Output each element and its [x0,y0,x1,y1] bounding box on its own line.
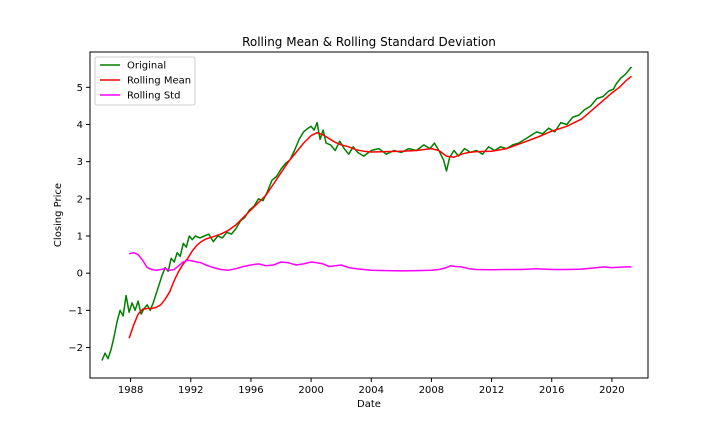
y-tick-label: 4 [77,120,83,131]
x-tick-label: 1996 [238,385,263,396]
y-axis-label: Closing Price [53,183,64,247]
x-tick-label: 1992 [178,385,203,396]
y-tick-label: 1 [77,232,83,243]
y-tick-label: −1 [68,306,83,317]
x-tick-label: 1988 [118,385,143,396]
x-axis: 1988 1992 1996 2000 2004 2008 2012 2016 2020 [118,378,625,396]
y-tick-label: 2 [77,194,83,205]
y-tick-label: −2 [68,343,83,354]
y-tick-label: 5 [77,83,83,94]
series-layer [101,66,633,361]
legend-entry-label: Rolling Mean [127,76,191,87]
series-line-rolling-std [128,251,632,272]
x-tick-label: 2020 [599,385,624,396]
series-line-rolling-mean [128,75,632,339]
y-tick-label: 0 [77,269,83,280]
x-tick-label: 2008 [419,385,444,396]
plot-frame [89,51,649,379]
x-tick-label: 2016 [539,385,564,396]
legend-entry-label: Original [127,61,166,72]
x-tick-label: 2004 [359,385,384,396]
legend-box [94,56,196,106]
x-tick-label: 2000 [298,385,323,396]
x-axis-label: Date [357,399,381,410]
y-axis: −2 −1 0 1 2 3 4 5 [68,83,90,354]
chart-title: Rolling Mean & Rolling Standard Deviatio… [242,35,496,49]
legend-entry-label: Rolling Std [127,91,180,102]
y-tick-label: 3 [77,157,83,168]
x-tick-label: 2012 [479,385,504,396]
legend: Original Rolling Mean Rolling Std [94,56,196,106]
series-line-original [101,66,633,361]
